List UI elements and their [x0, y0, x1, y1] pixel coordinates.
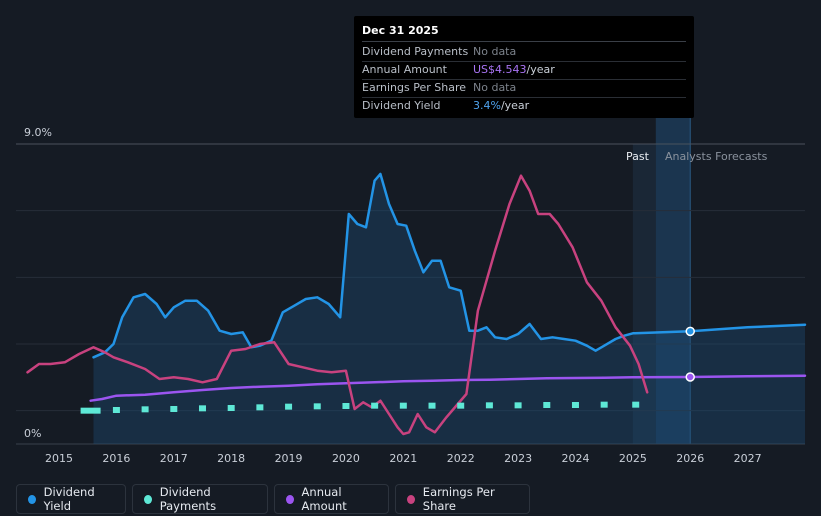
dividend-yield-area: [93, 174, 805, 444]
x-tick-label: 2021: [389, 452, 417, 465]
forecast-bands: [632, 118, 691, 444]
y-axis-min-label: 0%: [24, 427, 42, 440]
tooltip-value: 3.4%: [473, 99, 501, 112]
x-tick-label: 2026: [676, 452, 704, 465]
x-tick-label: 2019: [275, 452, 303, 465]
legend-label: Annual Amount: [301, 485, 347, 513]
x-axis: 2015 2016 2017 2018 2019 2020 2021 2022 2023 2024…: [45, 452, 762, 465]
tooltip-row-earnings-per-share: Earnings Per Share No data: [362, 80, 686, 98]
x-tick-label: 2027: [734, 452, 762, 465]
dividend-payment-mark: [371, 402, 379, 409]
hover-marker: [685, 326, 695, 337]
dividend-payment-mark: [342, 403, 350, 409]
x-tick-label: 2023: [504, 452, 532, 465]
dividend-payment-mark: [285, 403, 293, 410]
dividend-payment-mark: [112, 407, 120, 413]
dividend-payment-mark: [514, 402, 522, 409]
past-forecast-divider-band: [632, 144, 656, 444]
tooltip-label: Dividend Yield: [362, 99, 441, 112]
y-axis-max-label: 9.0%: [24, 126, 52, 139]
legend-dot-icon: [28, 494, 36, 504]
legend-dot-icon: [286, 494, 294, 504]
tooltip-label: Annual Amount: [362, 63, 447, 76]
x-tick-label: 2025: [619, 452, 647, 465]
tooltip-row-dividend-yield: Dividend Yield 3.4%/year: [362, 98, 686, 115]
x-tick-label: 2020: [332, 452, 360, 465]
x-tick-label: 2024: [561, 452, 589, 465]
x-tick-label: 2022: [447, 452, 475, 465]
dividend-payment-mark: [543, 402, 551, 408]
annual-amount-line: [89, 374, 807, 402]
dividend-payment-mark: [632, 401, 640, 408]
dividend-payment-mark: [457, 402, 465, 409]
tooltip-label: Dividend Payments: [362, 45, 469, 58]
series-layer: [26, 172, 807, 444]
tooltip-value: No data: [473, 45, 517, 58]
dividend-payment-mark: [600, 401, 608, 408]
dividend-payment-mark: [141, 406, 149, 413]
hover-marker: [685, 372, 695, 382]
dividend-payment-mark: [80, 407, 101, 414]
dividend-payment-mark: [485, 402, 493, 409]
tooltip-unit: /year: [526, 63, 555, 76]
dividend-payment-mark: [256, 404, 264, 411]
past-label: Past: [626, 150, 649, 163]
dividend-payment-mark: [198, 405, 206, 412]
legend: Dividend Yield Dividend Payments Annual …: [16, 484, 530, 514]
tooltip-value: US$4.543: [473, 63, 527, 76]
legend-item-earnings-per-share[interactable]: Earnings Per Share: [395, 484, 530, 514]
tooltip-value: No data: [473, 81, 517, 94]
x-tick-label: 2018: [217, 452, 245, 465]
dividend-payment-mark: [170, 406, 178, 412]
marker-layer: [685, 326, 695, 382]
legend-label: Dividend Yield: [43, 485, 95, 513]
tooltip-date: Dec 31 2025: [362, 24, 686, 42]
tooltip: Dec 31 2025 Dividend Payments No data An…: [354, 16, 694, 118]
legend-item-dividend-yield[interactable]: Dividend Yield: [16, 484, 126, 514]
tooltip-unit: /year: [500, 99, 530, 112]
hover-highlight-band: [655, 118, 691, 444]
dividend-payment-mark: [571, 402, 579, 408]
legend-item-dividend-payments[interactable]: Dividend Payments: [132, 484, 268, 514]
dividend-payment-mark: [428, 402, 436, 409]
forecast-label: Analysts Forecasts: [665, 150, 768, 163]
x-tick-label: 2016: [102, 452, 130, 465]
x-tick-label: 2015: [45, 452, 73, 465]
tooltip-row-annual-amount: Annual Amount US$4.543/year: [362, 62, 686, 80]
tooltip-label: Earnings Per Share: [362, 81, 467, 94]
x-tick-label: 2017: [160, 452, 188, 465]
legend-label: Earnings Per Share: [422, 485, 495, 513]
legend-dot-icon: [407, 494, 415, 504]
dividend-payment-mark: [399, 402, 407, 409]
tooltip-row-dividend-payments: Dividend Payments No data: [362, 44, 686, 62]
legend-label: Dividend Payments: [159, 485, 217, 513]
legend-dot-icon: [144, 494, 152, 504]
legend-item-annual-amount[interactable]: Annual Amount: [274, 484, 389, 514]
dividend-yield-line: [92, 172, 807, 359]
dividend-payment-mark: [313, 403, 321, 410]
dividend-payment-mark: [227, 405, 235, 411]
